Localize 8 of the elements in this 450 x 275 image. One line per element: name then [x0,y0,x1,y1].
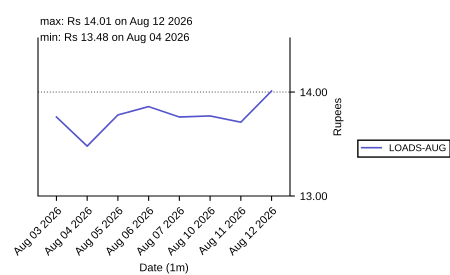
legend-label: LOADS-AUG [390,144,446,152]
annotation: min: Rs 13.48 on Aug 04 2026 [40,32,190,44]
x-axis-title: Date (1m) [140,263,188,274]
y-tick-label: 13.00 [300,192,328,200]
y-tick-label: 14.00 [300,88,328,96]
line-series [56,90,272,147]
y-axis-title: Rupees [333,98,344,136]
text: max: Rs 14.01 on Aug 12 2026 [40,17,192,28]
